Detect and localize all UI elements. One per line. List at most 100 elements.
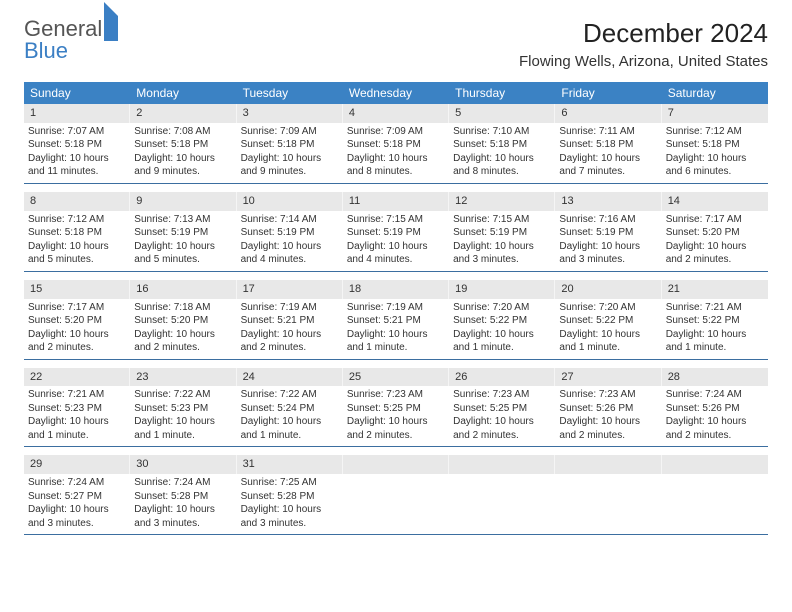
- daylight-text: Daylight: 10 hours and 9 minutes.: [134, 152, 232, 179]
- sunset-text: Sunset: 5:25 PM: [453, 402, 551, 416]
- sunrise-text: Sunrise: 7:13 AM: [134, 213, 232, 227]
- sunset-text: Sunset: 5:18 PM: [28, 138, 126, 152]
- day-body: Sunrise: 7:22 AMSunset: 5:24 PMDaylight:…: [237, 386, 343, 446]
- day-cell: [555, 455, 661, 534]
- day-body: Sunrise: 7:19 AMSunset: 5:21 PMDaylight:…: [343, 299, 449, 359]
- day-cell: [662, 455, 768, 534]
- day-body: Sunrise: 7:15 AMSunset: 5:19 PMDaylight:…: [449, 211, 555, 271]
- daylight-text: Daylight: 10 hours and 2 minutes.: [134, 328, 232, 355]
- sail-icon: [104, 2, 118, 41]
- dow-cell: Thursday: [449, 82, 555, 104]
- day-cell: 13Sunrise: 7:16 AMSunset: 5:19 PMDayligh…: [555, 192, 661, 271]
- day-body: Sunrise: 7:14 AMSunset: 5:19 PMDaylight:…: [237, 211, 343, 271]
- daylight-text: Daylight: 10 hours and 1 minute.: [134, 415, 232, 442]
- sunrise-text: Sunrise: 7:24 AM: [666, 388, 764, 402]
- daylight-text: Daylight: 10 hours and 3 minutes.: [453, 240, 551, 267]
- day-number: 18: [343, 280, 449, 299]
- sunset-text: Sunset: 5:28 PM: [241, 490, 339, 504]
- sunset-text: Sunset: 5:19 PM: [134, 226, 232, 240]
- sunset-text: Sunset: 5:28 PM: [134, 490, 232, 504]
- day-cell: 3Sunrise: 7:09 AMSunset: 5:18 PMDaylight…: [237, 104, 343, 183]
- sunrise-text: Sunrise: 7:09 AM: [347, 125, 445, 139]
- day-body: Sunrise: 7:10 AMSunset: 5:18 PMDaylight:…: [449, 123, 555, 183]
- day-cell: 25Sunrise: 7:23 AMSunset: 5:25 PMDayligh…: [343, 368, 449, 447]
- daylight-text: Daylight: 10 hours and 1 minute.: [28, 415, 126, 442]
- day-number: 10: [237, 192, 343, 211]
- day-cell: [449, 455, 555, 534]
- dow-cell: Wednesday: [343, 82, 449, 104]
- week-row: 22Sunrise: 7:21 AMSunset: 5:23 PMDayligh…: [24, 368, 768, 448]
- day-cell: 10Sunrise: 7:14 AMSunset: 5:19 PMDayligh…: [237, 192, 343, 271]
- daylight-text: Daylight: 10 hours and 9 minutes.: [241, 152, 339, 179]
- sunrise-text: Sunrise: 7:19 AM: [347, 301, 445, 315]
- week-row: 29Sunrise: 7:24 AMSunset: 5:27 PMDayligh…: [24, 455, 768, 535]
- day-body: Sunrise: 7:16 AMSunset: 5:19 PMDaylight:…: [555, 211, 661, 271]
- day-number: 6: [555, 104, 661, 123]
- day-cell: 18Sunrise: 7:19 AMSunset: 5:21 PMDayligh…: [343, 280, 449, 359]
- daylight-text: Daylight: 10 hours and 5 minutes.: [134, 240, 232, 267]
- sunrise-text: Sunrise: 7:22 AM: [241, 388, 339, 402]
- month-title: December 2024: [519, 18, 768, 49]
- day-body: Sunrise: 7:20 AMSunset: 5:22 PMDaylight:…: [449, 299, 555, 359]
- daylight-text: Daylight: 10 hours and 1 minute.: [347, 328, 445, 355]
- day-body: Sunrise: 7:21 AMSunset: 5:22 PMDaylight:…: [662, 299, 768, 359]
- daylight-text: Daylight: 10 hours and 3 minutes.: [28, 503, 126, 530]
- daylight-text: Daylight: 10 hours and 4 minutes.: [241, 240, 339, 267]
- sunset-text: Sunset: 5:26 PM: [666, 402, 764, 416]
- sunset-text: Sunset: 5:24 PM: [241, 402, 339, 416]
- daylight-text: Daylight: 10 hours and 2 minutes.: [559, 415, 657, 442]
- brand-logo: General Blue: [24, 18, 118, 62]
- day-body: Sunrise: 7:20 AMSunset: 5:22 PMDaylight:…: [555, 299, 661, 359]
- day-cell: 20Sunrise: 7:20 AMSunset: 5:22 PMDayligh…: [555, 280, 661, 359]
- daylight-text: Daylight: 10 hours and 3 minutes.: [559, 240, 657, 267]
- day-number: 3: [237, 104, 343, 123]
- dow-cell: Sunday: [24, 82, 130, 104]
- day-number: 5: [449, 104, 555, 123]
- day-cell: 27Sunrise: 7:23 AMSunset: 5:26 PMDayligh…: [555, 368, 661, 447]
- day-cell: 31Sunrise: 7:25 AMSunset: 5:28 PMDayligh…: [237, 455, 343, 534]
- day-cell: [343, 455, 449, 534]
- week-row: 1Sunrise: 7:07 AMSunset: 5:18 PMDaylight…: [24, 104, 768, 184]
- day-cell: 7Sunrise: 7:12 AMSunset: 5:18 PMDaylight…: [662, 104, 768, 183]
- daylight-text: Daylight: 10 hours and 2 minutes.: [666, 240, 764, 267]
- sunrise-text: Sunrise: 7:08 AM: [134, 125, 232, 139]
- daylight-text: Daylight: 10 hours and 1 minute.: [453, 328, 551, 355]
- day-cell: 21Sunrise: 7:21 AMSunset: 5:22 PMDayligh…: [662, 280, 768, 359]
- day-cell: 6Sunrise: 7:11 AMSunset: 5:18 PMDaylight…: [555, 104, 661, 183]
- day-body: Sunrise: 7:23 AMSunset: 5:26 PMDaylight:…: [555, 386, 661, 446]
- day-number: 20: [555, 280, 661, 299]
- sunset-text: Sunset: 5:22 PM: [559, 314, 657, 328]
- daylight-text: Daylight: 10 hours and 8 minutes.: [453, 152, 551, 179]
- day-cell: 4Sunrise: 7:09 AMSunset: 5:18 PMDaylight…: [343, 104, 449, 183]
- day-number: 11: [343, 192, 449, 211]
- day-number: 14: [662, 192, 768, 211]
- day-of-week-row: SundayMondayTuesdayWednesdayThursdayFrid…: [24, 82, 768, 104]
- daylight-text: Daylight: 10 hours and 2 minutes.: [241, 328, 339, 355]
- sunset-text: Sunset: 5:23 PM: [134, 402, 232, 416]
- sunset-text: Sunset: 5:19 PM: [559, 226, 657, 240]
- daylight-text: Daylight: 10 hours and 2 minutes.: [666, 415, 764, 442]
- sunset-text: Sunset: 5:21 PM: [241, 314, 339, 328]
- sunset-text: Sunset: 5:20 PM: [28, 314, 126, 328]
- day-body: Sunrise: 7:24 AMSunset: 5:28 PMDaylight:…: [130, 474, 236, 534]
- sunset-text: Sunset: 5:19 PM: [347, 226, 445, 240]
- sunset-text: Sunset: 5:18 PM: [453, 138, 551, 152]
- sunrise-text: Sunrise: 7:20 AM: [559, 301, 657, 315]
- day-number: 27: [555, 368, 661, 387]
- sunrise-text: Sunrise: 7:16 AM: [559, 213, 657, 227]
- day-cell: 28Sunrise: 7:24 AMSunset: 5:26 PMDayligh…: [662, 368, 768, 447]
- sunset-text: Sunset: 5:26 PM: [559, 402, 657, 416]
- day-number: 29: [24, 455, 130, 474]
- day-number: [343, 455, 449, 474]
- sunrise-text: Sunrise: 7:15 AM: [453, 213, 551, 227]
- day-body: Sunrise: 7:19 AMSunset: 5:21 PMDaylight:…: [237, 299, 343, 359]
- sunset-text: Sunset: 5:18 PM: [347, 138, 445, 152]
- daylight-text: Daylight: 10 hours and 2 minutes.: [28, 328, 126, 355]
- day-cell: 30Sunrise: 7:24 AMSunset: 5:28 PMDayligh…: [130, 455, 236, 534]
- day-cell: 5Sunrise: 7:10 AMSunset: 5:18 PMDaylight…: [449, 104, 555, 183]
- daylight-text: Daylight: 10 hours and 7 minutes.: [559, 152, 657, 179]
- daylight-text: Daylight: 10 hours and 8 minutes.: [347, 152, 445, 179]
- sunrise-text: Sunrise: 7:11 AM: [559, 125, 657, 139]
- day-cell: 11Sunrise: 7:15 AMSunset: 5:19 PMDayligh…: [343, 192, 449, 271]
- sunset-text: Sunset: 5:27 PM: [28, 490, 126, 504]
